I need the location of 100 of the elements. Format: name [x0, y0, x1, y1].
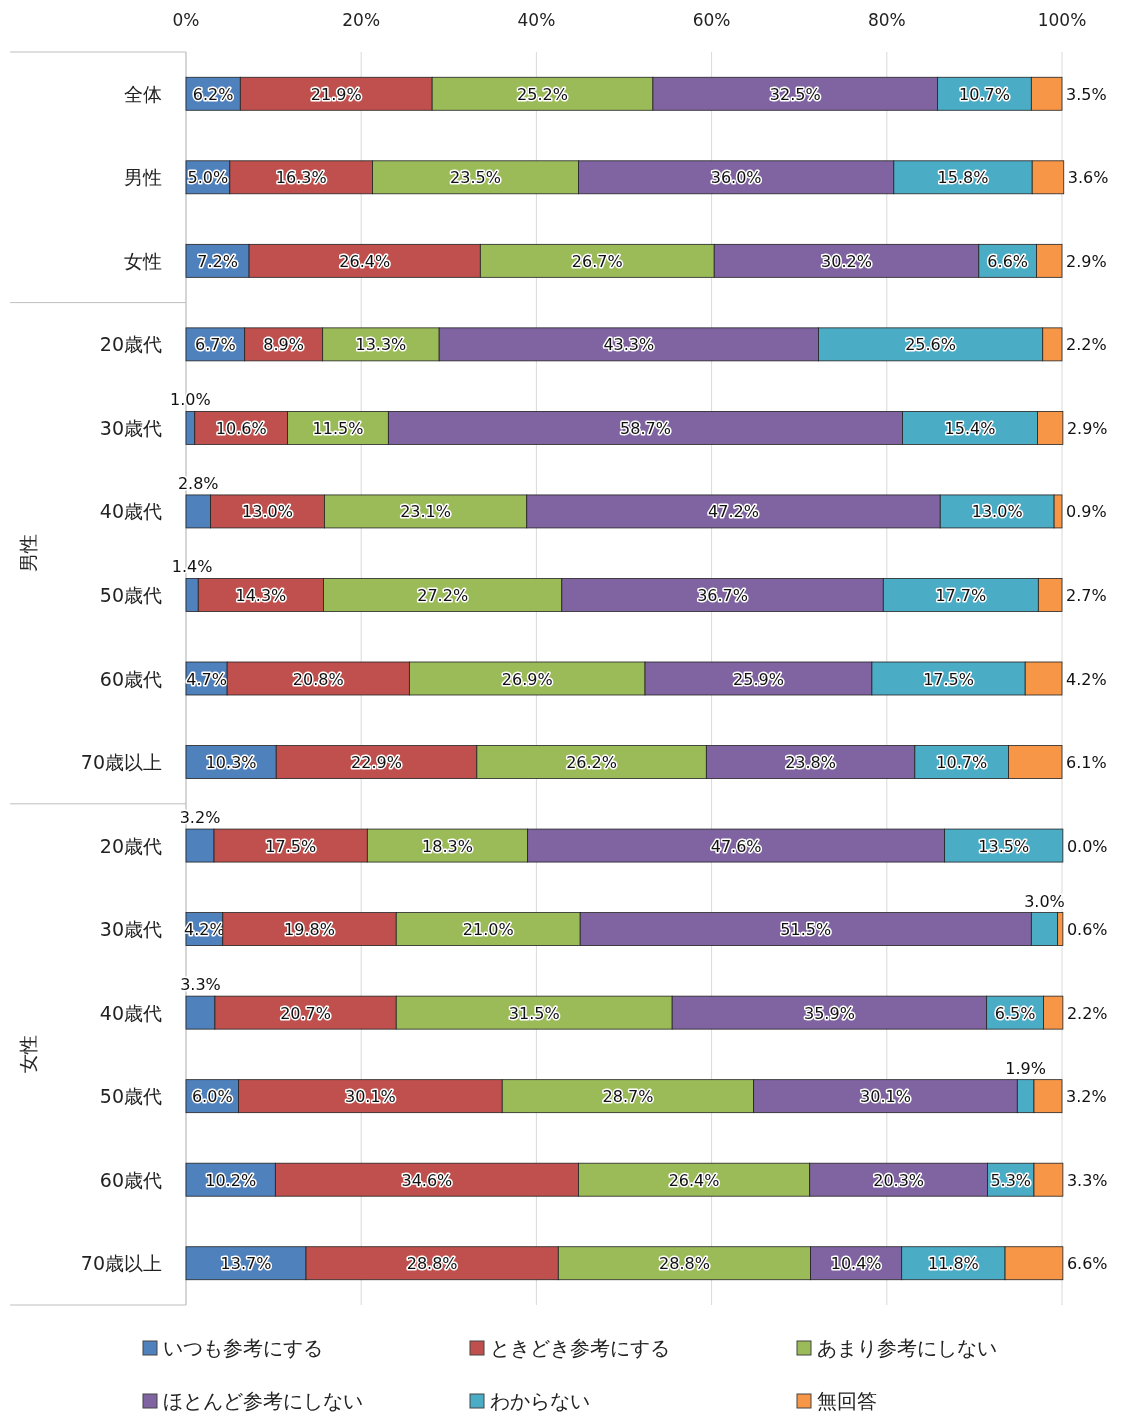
y-tick-label: 30歳代	[99, 416, 162, 439]
data-label: 15.4%	[944, 418, 996, 438]
legend-label: わからない	[490, 1389, 590, 1413]
y-tick-label: 50歳代	[99, 583, 162, 606]
data-label: 13.5%	[978, 836, 1030, 856]
y-tick-label: 20歳代	[99, 834, 162, 857]
legend-label: あまり参考にしない	[817, 1336, 997, 1360]
data-label: 10.7%	[936, 753, 988, 773]
data-label: 23.5%	[450, 168, 501, 188]
data-label: 30.2%	[821, 251, 872, 271]
data-label: 3.3%	[1066, 1170, 1108, 1190]
data-label: 14.3%	[235, 585, 287, 605]
data-label: 19.8%	[284, 920, 335, 940]
data-label: 30.1%	[860, 1087, 911, 1107]
data-label: 32.5%	[769, 84, 821, 104]
data-label: 13.0%	[971, 502, 1023, 522]
data-label: 25.6%	[905, 335, 957, 355]
data-label: 10.2%	[205, 1170, 257, 1190]
legend-label: 無回答	[817, 1389, 877, 1413]
data-label: 3.6%	[1067, 168, 1109, 188]
data-label: 28.8%	[659, 1254, 710, 1274]
data-label: 16.3%	[275, 168, 327, 188]
data-label: 17.5%	[923, 669, 974, 689]
data-label: 1.4%	[171, 557, 213, 577]
data-label: 10.3%	[205, 753, 257, 773]
y-tick-label: 50歳代	[99, 1085, 162, 1108]
data-label: 1.0%	[170, 390, 211, 410]
x-tick-label: 100%	[1037, 10, 1087, 30]
legend-label: ときどき参考にする	[490, 1336, 670, 1360]
data-label: 23.8%	[785, 753, 836, 773]
y-tick-label: 20歳代	[99, 333, 162, 356]
data-label: 51.5%	[780, 920, 832, 940]
data-label: 11.5%	[312, 418, 364, 438]
data-label: 6.6%	[1066, 1254, 1108, 1274]
data-label: 35.9%	[804, 1003, 855, 1023]
data-label: 2.9%	[1066, 251, 1107, 271]
data-label: 58.7%	[620, 418, 671, 438]
data-label: 3.0%	[1024, 891, 1065, 911]
data-label: 3.2%	[1066, 1087, 1107, 1107]
data-label: 13.7%	[220, 1254, 272, 1274]
data-label: 5.0%	[187, 168, 229, 188]
data-label: 4.2%	[1066, 669, 1107, 689]
data-label: 15.8%	[937, 168, 989, 188]
data-label: 6.5%	[994, 1003, 1036, 1023]
data-label: 3.5%	[1066, 84, 1107, 104]
y-tick-label: 30歳代	[99, 918, 162, 941]
data-label: 2.9%	[1066, 418, 1108, 438]
y-tick-label: 70歳以上	[80, 1252, 162, 1275]
data-label: 6.7%	[195, 335, 236, 355]
data-label: 10.7%	[959, 84, 1010, 104]
data-label: 26.4%	[668, 1170, 720, 1190]
data-label: 4.7%	[186, 669, 227, 689]
data-label: 26.4%	[339, 251, 391, 271]
data-label: 3.2%	[179, 808, 221, 828]
data-label: 20.3%	[873, 1170, 925, 1190]
data-label: 2.7%	[1066, 585, 1107, 605]
data-label: 6.0%	[191, 1087, 233, 1107]
data-label: 47.6%	[710, 836, 762, 856]
y-tick-label: 男性	[124, 166, 162, 189]
y-tick-label: 40歳代	[99, 500, 162, 523]
y-tick-label: 70歳以上	[80, 751, 162, 774]
y-tick-label: 60歳代	[99, 667, 162, 690]
data-label: 34.6%	[401, 1170, 453, 1190]
data-label: 18.3%	[422, 836, 473, 856]
data-label: 21.0%	[462, 920, 514, 940]
data-label: 17.5%	[265, 836, 317, 856]
legend-label: いつも参考にする	[163, 1336, 323, 1360]
data-label: 22.9%	[351, 753, 402, 773]
data-label: 7.2%	[197, 251, 238, 271]
data-label: 36.7%	[697, 585, 748, 605]
data-label: 26.9%	[501, 669, 553, 689]
y-tick-label: 40歳代	[99, 1001, 162, 1024]
data-label: 6.6%	[987, 251, 1029, 271]
text: 男性	[17, 534, 40, 573]
data-label: 21.9%	[310, 84, 362, 104]
data-label: 25.9%	[733, 669, 784, 689]
text: 女性	[17, 1035, 40, 1074]
data-label: 2.8%	[177, 473, 219, 493]
data-label: 13.0%	[242, 502, 293, 522]
x-tick-label: 20%	[342, 10, 381, 30]
data-label: 2.2%	[1066, 1003, 1108, 1023]
data-label: 13.3%	[355, 335, 407, 355]
data-label: 28.8%	[406, 1254, 458, 1274]
data-label: 47.2%	[708, 502, 759, 522]
y-tick-label: 全体	[124, 82, 162, 105]
data-label: 23.1%	[400, 502, 451, 522]
data-label: 8.9%	[263, 335, 304, 355]
x-tick-label: 80%	[867, 10, 906, 30]
data-label: 10.6%	[215, 418, 267, 438]
x-tick-label: 60%	[692, 10, 731, 30]
data-label: 2.2%	[1066, 335, 1107, 355]
data-label: 3.3%	[180, 975, 221, 995]
data-label: 20.8%	[292, 669, 344, 689]
data-label: 17.7%	[935, 585, 987, 605]
data-label: 30.1%	[344, 1087, 396, 1107]
data-label: 43.3%	[603, 335, 655, 355]
data-label: 5.3%	[990, 1170, 1032, 1190]
data-label: 6.2%	[192, 84, 234, 104]
data-label: 0.6%	[1066, 920, 1108, 940]
data-label: 26.7%	[571, 251, 623, 271]
